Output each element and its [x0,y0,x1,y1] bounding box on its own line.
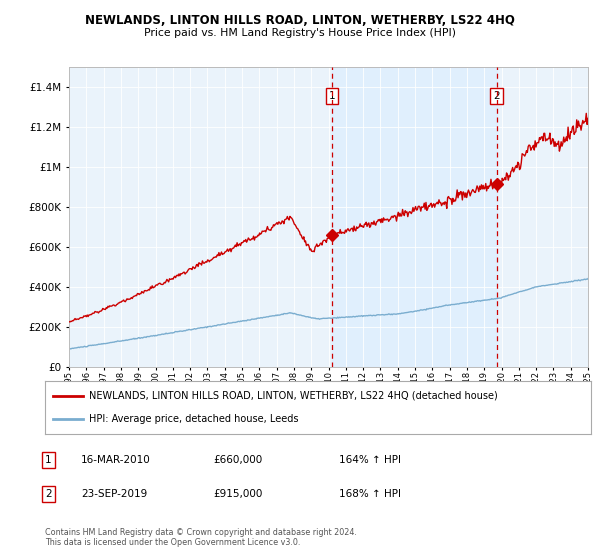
Text: 168% ↑ HPI: 168% ↑ HPI [339,489,401,499]
Text: 1: 1 [45,455,52,465]
Text: 1: 1 [329,91,335,101]
Text: £915,000: £915,000 [213,489,262,499]
Text: 164% ↑ HPI: 164% ↑ HPI [339,455,401,465]
Text: 2: 2 [45,489,52,499]
Text: £660,000: £660,000 [213,455,262,465]
Text: 23-SEP-2019: 23-SEP-2019 [81,489,147,499]
Text: NEWLANDS, LINTON HILLS ROAD, LINTON, WETHERBY, LS22 4HQ: NEWLANDS, LINTON HILLS ROAD, LINTON, WET… [85,14,515,27]
Text: NEWLANDS, LINTON HILLS ROAD, LINTON, WETHERBY, LS22 4HQ (detached house): NEWLANDS, LINTON HILLS ROAD, LINTON, WET… [89,391,497,401]
Text: 2: 2 [493,91,500,101]
Text: 16-MAR-2010: 16-MAR-2010 [81,455,151,465]
Text: Price paid vs. HM Land Registry's House Price Index (HPI): Price paid vs. HM Land Registry's House … [144,28,456,38]
Text: HPI: Average price, detached house, Leeds: HPI: Average price, detached house, Leed… [89,414,298,424]
Text: Contains HM Land Registry data © Crown copyright and database right 2024.
This d: Contains HM Land Registry data © Crown c… [45,528,357,547]
Bar [332,67,497,367]
